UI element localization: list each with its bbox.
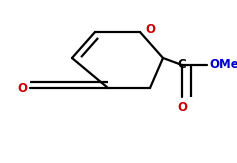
Text: OMe: OMe xyxy=(209,59,237,72)
Text: O: O xyxy=(17,82,27,95)
Text: O: O xyxy=(177,101,187,114)
Text: O: O xyxy=(145,23,155,36)
Text: C: C xyxy=(178,59,186,72)
